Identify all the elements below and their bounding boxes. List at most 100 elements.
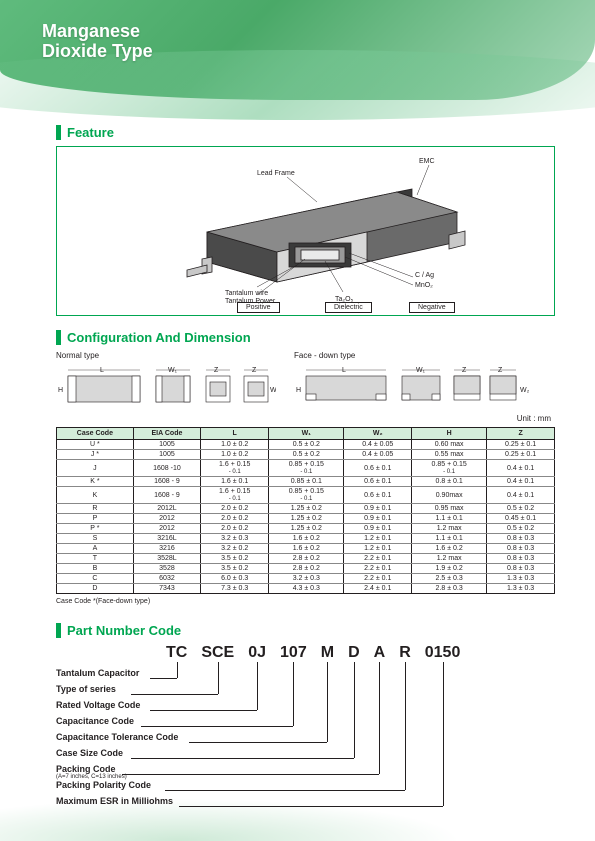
table-cell: 1.1 ± 0.1: [412, 514, 487, 524]
table-header-cell: Z: [487, 428, 555, 440]
table-cell: 3528L: [133, 554, 200, 564]
table-row: P *20122.0 ± 0.21.25 ± 0.20.9 ± 0.11.2 m…: [57, 524, 555, 534]
table-cell: 1.6 ± 0.2: [269, 544, 344, 554]
table-cell: 0.85 ± 0.1: [269, 477, 344, 487]
part-number-tree: Tantalum CapacitorType of seriesRated Vo…: [56, 668, 555, 828]
table-header-cell: H: [412, 428, 487, 440]
pn-segment: 0150: [425, 644, 461, 662]
pn-label: Packing Code(A=7 inches, C=13 inches): [56, 764, 127, 780]
table-cell: 2.0 ± 0.2: [201, 524, 269, 534]
table-header-cell: L: [201, 428, 269, 440]
pn-segment: M: [321, 644, 334, 662]
table-cell: 1.6 ± 0.1: [201, 477, 269, 487]
table-row: J *10051.0 ± 0.20.5 ± 0.20.4 ± 0.050.55 …: [57, 450, 555, 460]
table-cell: 3528: [133, 564, 200, 574]
feature-title: Feature: [56, 125, 555, 140]
pn-connector-vline: [354, 662, 355, 758]
pn-connector-vline: [379, 662, 380, 774]
table-header-cell: W₂: [344, 428, 412, 440]
category-negative: Negative: [409, 302, 455, 313]
table-cell: C: [57, 574, 134, 584]
svg-text:Z: Z: [214, 367, 219, 374]
pn-connector-vline: [257, 662, 258, 710]
table-cell: 3.2 ± 0.3: [269, 574, 344, 584]
pn-segment: SCE: [201, 644, 234, 662]
table-row: U *10051.0 ± 0.20.5 ± 0.20.4 ± 0.050.60 …: [57, 440, 555, 450]
table-cell: 2.8 ± 0.2: [269, 554, 344, 564]
pn-label: Capacitance Tolerance Code: [56, 732, 178, 742]
table-cell: 1.2 max: [412, 524, 487, 534]
pn-connector-line: [122, 774, 380, 775]
capacitor-diagram: Lead Frame EMC Tantalum wire Tantalum Po…: [57, 147, 555, 315]
page-title: Manganese Dioxide Type: [42, 22, 153, 62]
pn-label: Packing Polarity Code: [56, 780, 151, 790]
table-row: S3216L3.2 ± 0.31.6 ± 0.21.2 ± 0.11.1 ± 0…: [57, 534, 555, 544]
table-cell: 0.6 ± 0.1: [344, 477, 412, 487]
pn-label: Maximum ESR in Milliohms: [56, 796, 173, 806]
pn-label: Rated Voltage Code: [56, 700, 140, 710]
table-cell: 1.25 ± 0.2: [269, 514, 344, 524]
table-cell: U *: [57, 440, 134, 450]
normal-type-drawing: L W₁ Z Z H W₂: [56, 362, 276, 410]
svg-text:W₁: W₁: [168, 367, 178, 374]
table-cell: 2.2 ± 0.1: [344, 564, 412, 574]
table-cell: T: [57, 554, 134, 564]
svg-text:L: L: [100, 367, 104, 374]
category-dielectric: Dielectric: [325, 302, 372, 313]
facedown-type-label: Face - down type: [294, 351, 534, 360]
pn-connector-line: [131, 758, 354, 759]
table-cell: 0.95 max: [412, 504, 487, 514]
table-row: R2012L2.0 ± 0.21.25 ± 0.20.9 ± 0.10.95 m…: [57, 504, 555, 514]
pn-connector-vline: [327, 662, 328, 742]
table-cell: 1.2 max: [412, 554, 487, 564]
table-cell: 2012: [133, 514, 200, 524]
callout-emc: EMC: [419, 158, 435, 165]
table-cell: 2.5 ± 0.3: [412, 574, 487, 584]
svg-text:Z: Z: [498, 367, 503, 374]
table-cell: 1.6 + 0.15- 0.1: [201, 460, 269, 477]
part-number-code-row: TCSCE0J107MDAR0150: [56, 644, 555, 662]
table-cell: 2.0 ± 0.2: [201, 514, 269, 524]
table-cell: 0.25 ± 0.1: [487, 440, 555, 450]
table-cell: 0.6 ± 0.1: [344, 487, 412, 504]
table-cell: 0.4 ± 0.1: [487, 487, 555, 504]
table-cell: 7.3 ± 0.3: [201, 584, 269, 594]
table-cell: 0.5 ± 0.2: [269, 440, 344, 450]
table-cell: 0.85 + 0.15- 0.1: [269, 460, 344, 477]
svg-text:Z: Z: [462, 367, 467, 374]
table-row: J1608 -101.6 + 0.15- 0.10.85 + 0.15- 0.1…: [57, 460, 555, 477]
table-cell: 1.25 ± 0.2: [269, 524, 344, 534]
table-cell: D: [57, 584, 134, 594]
table-cell: 3.2 ± 0.3: [201, 534, 269, 544]
pn-label: Capacitance Code: [56, 716, 134, 726]
table-cell: 2.0 ± 0.2: [201, 504, 269, 514]
pn-label: Type of series: [56, 684, 116, 694]
title-line1: Manganese: [42, 21, 140, 41]
table-cell: 0.8 ± 0.1: [412, 477, 487, 487]
table-cell: R: [57, 504, 134, 514]
table-cell: 1.0 ± 0.2: [201, 440, 269, 450]
table-row: T3528L3.5 ± 0.22.8 ± 0.22.2 ± 0.11.2 max…: [57, 554, 555, 564]
pn-connector-line: [189, 742, 328, 743]
table-cell: 4.3 ± 0.3: [269, 584, 344, 594]
svg-text:H: H: [296, 387, 301, 394]
pn-connector-line: [150, 678, 176, 679]
table-cell: 1005: [133, 450, 200, 460]
table-header-row: Case CodeEIA CodeLW₁W₂HZ: [57, 428, 555, 440]
pn-segment: 0J: [248, 644, 266, 662]
table-cell: 6.0 ± 0.3: [201, 574, 269, 584]
pn-segment: D: [348, 644, 360, 662]
svg-text:Z: Z: [252, 367, 257, 374]
table-cell: 3.5 ± 0.2: [201, 564, 269, 574]
pn-connector-line: [179, 806, 442, 807]
table-cell: 0.25 ± 0.1: [487, 450, 555, 460]
callout-tantalum-wire: Tantalum wire: [225, 290, 268, 297]
table-cell: J: [57, 460, 134, 477]
table-cell: 1.3 ± 0.3: [487, 584, 555, 594]
pn-connector-vline: [405, 662, 406, 790]
table-row: A32163.2 ± 0.21.6 ± 0.21.2 ± 0.11.6 ± 0.…: [57, 544, 555, 554]
table-cell: K: [57, 487, 134, 504]
svg-text:L: L: [342, 367, 346, 374]
table-cell: 2012: [133, 524, 200, 534]
table-cell: 0.90max: [412, 487, 487, 504]
